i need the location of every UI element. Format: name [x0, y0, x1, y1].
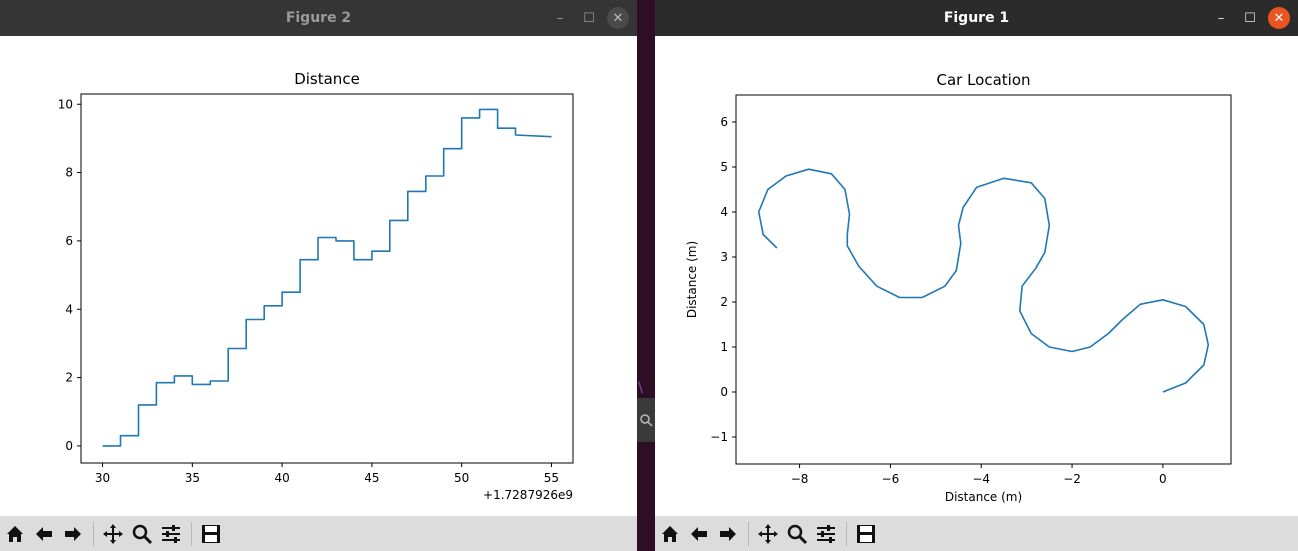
window-title: Figure 2 [285, 10, 352, 26]
y-tick-label: 0 [720, 385, 728, 399]
window-titlebar[interactable]: Figure 2 – ☐ ✕ [0, 0, 637, 36]
back-arrow-icon [36, 526, 52, 541]
y-tick-label: 2 [720, 295, 728, 309]
maximize-button[interactable]: ☐ [583, 10, 595, 26]
close-button[interactable]: ✕ [1268, 7, 1290, 29]
car-location-plot: Car Location −8 −6 −4 −2 0 −1 0 1 2 3 4 5 6 Distance (… [685, 71, 1232, 504]
minimize-button[interactable]: – [556, 10, 564, 26]
figure-2-window: Figure 2 – ☐ ✕ Distance 30 35 40 45 50 55 0 2 4 6 8… [0, 0, 637, 551]
y-tick-label: 3 [720, 250, 728, 264]
pan-button[interactable] [755, 521, 781, 547]
save-icon [202, 524, 220, 543]
y-tick-label: 6 [720, 115, 728, 129]
x-tick-label: 0 [1159, 472, 1167, 486]
save-icon [857, 524, 875, 543]
series-line [757, 168, 1210, 393]
figure-1-window: Figure 1 – ☐ ✕ Car Location −8 −6 −4 −2 0 −1 0 1… [655, 0, 1298, 551]
x-tick-label: 50 [454, 471, 469, 485]
zoom-button[interactable] [784, 521, 810, 547]
plot-area [80, 93, 574, 464]
home-icon [662, 525, 678, 542]
x-tick-label: 30 [95, 471, 110, 485]
y-tick-label: −1 [710, 430, 728, 444]
plot-area [735, 94, 1232, 465]
x-offset-label: +1.7287926e9 [483, 488, 573, 502]
background-search-fragment [637, 398, 655, 442]
y-tick-label: 6 [65, 234, 73, 248]
y-axis-label: Distance (m) [685, 241, 699, 318]
toolbar-separator [93, 521, 94, 546]
zoom-button[interactable] [129, 521, 155, 547]
matplotlib-toolbar [655, 516, 1298, 551]
minimize-button[interactable]: – [1217, 10, 1225, 26]
y-tick-label: 5 [720, 160, 728, 174]
y-tick-label: 4 [720, 205, 728, 219]
x-tick-label: −6 [882, 472, 900, 486]
subplots-icon [162, 524, 180, 543]
window-titlebar[interactable]: Figure 1 – ☐ ✕ [655, 0, 1298, 36]
forward-button[interactable] [715, 521, 741, 547]
x-tick-label: −4 [972, 472, 990, 486]
y-tick-label: 4 [65, 302, 73, 316]
window-title: Figure 1 [943, 10, 1010, 26]
forward-button[interactable] [60, 521, 86, 547]
home-button[interactable] [657, 521, 683, 547]
y-tick-label: 8 [65, 166, 73, 180]
toolbar-separator [748, 521, 749, 546]
distance-plot: Distance 30 35 40 45 50 55 0 2 4 6 8 10 +1.7287926e9 [58, 70, 574, 502]
x-tick-label: 35 [185, 471, 200, 485]
home-icon [7, 525, 23, 542]
forward-arrow-icon [720, 526, 736, 541]
forward-arrow-icon [65, 526, 81, 541]
subplots-button[interactable] [813, 521, 839, 547]
home-button[interactable] [2, 521, 28, 547]
maximize-button[interactable]: ☐ [1244, 10, 1256, 26]
series-line [102, 108, 552, 447]
zoom-icon [132, 524, 153, 544]
pan-button[interactable] [100, 521, 126, 547]
pan-icon [103, 523, 123, 544]
x-tick-label: −8 [791, 472, 809, 486]
desktop-background [637, 0, 655, 551]
search-icon [640, 414, 653, 427]
toolbar-separator [191, 521, 192, 546]
subplots-button[interactable] [158, 521, 184, 547]
subplots-icon [817, 524, 835, 543]
y-tick-label: 2 [65, 371, 73, 385]
back-button[interactable] [31, 521, 57, 547]
back-button[interactable] [686, 521, 712, 547]
y-tick-label: 10 [58, 97, 73, 111]
chart-title: Car Location [936, 71, 1030, 89]
back-arrow-icon [691, 526, 707, 541]
chart-title: Distance [294, 70, 360, 88]
x-tick-label: 40 [274, 471, 289, 485]
save-button[interactable] [853, 521, 879, 547]
x-tick-label: −2 [1063, 472, 1081, 486]
x-tick-label: 55 [544, 471, 559, 485]
toolbar-separator [846, 521, 847, 546]
pan-icon [758, 523, 778, 544]
y-tick-label: 0 [65, 439, 73, 453]
x-axis-label: Distance (m) [945, 490, 1022, 504]
background-window-fragment: \ [638, 380, 644, 396]
x-tick-label: 45 [364, 471, 379, 485]
y-tick-label: 1 [720, 340, 728, 354]
zoom-icon [787, 524, 808, 544]
matplotlib-toolbar [0, 516, 637, 551]
close-button[interactable]: ✕ [607, 7, 629, 29]
save-button[interactable] [198, 521, 224, 547]
